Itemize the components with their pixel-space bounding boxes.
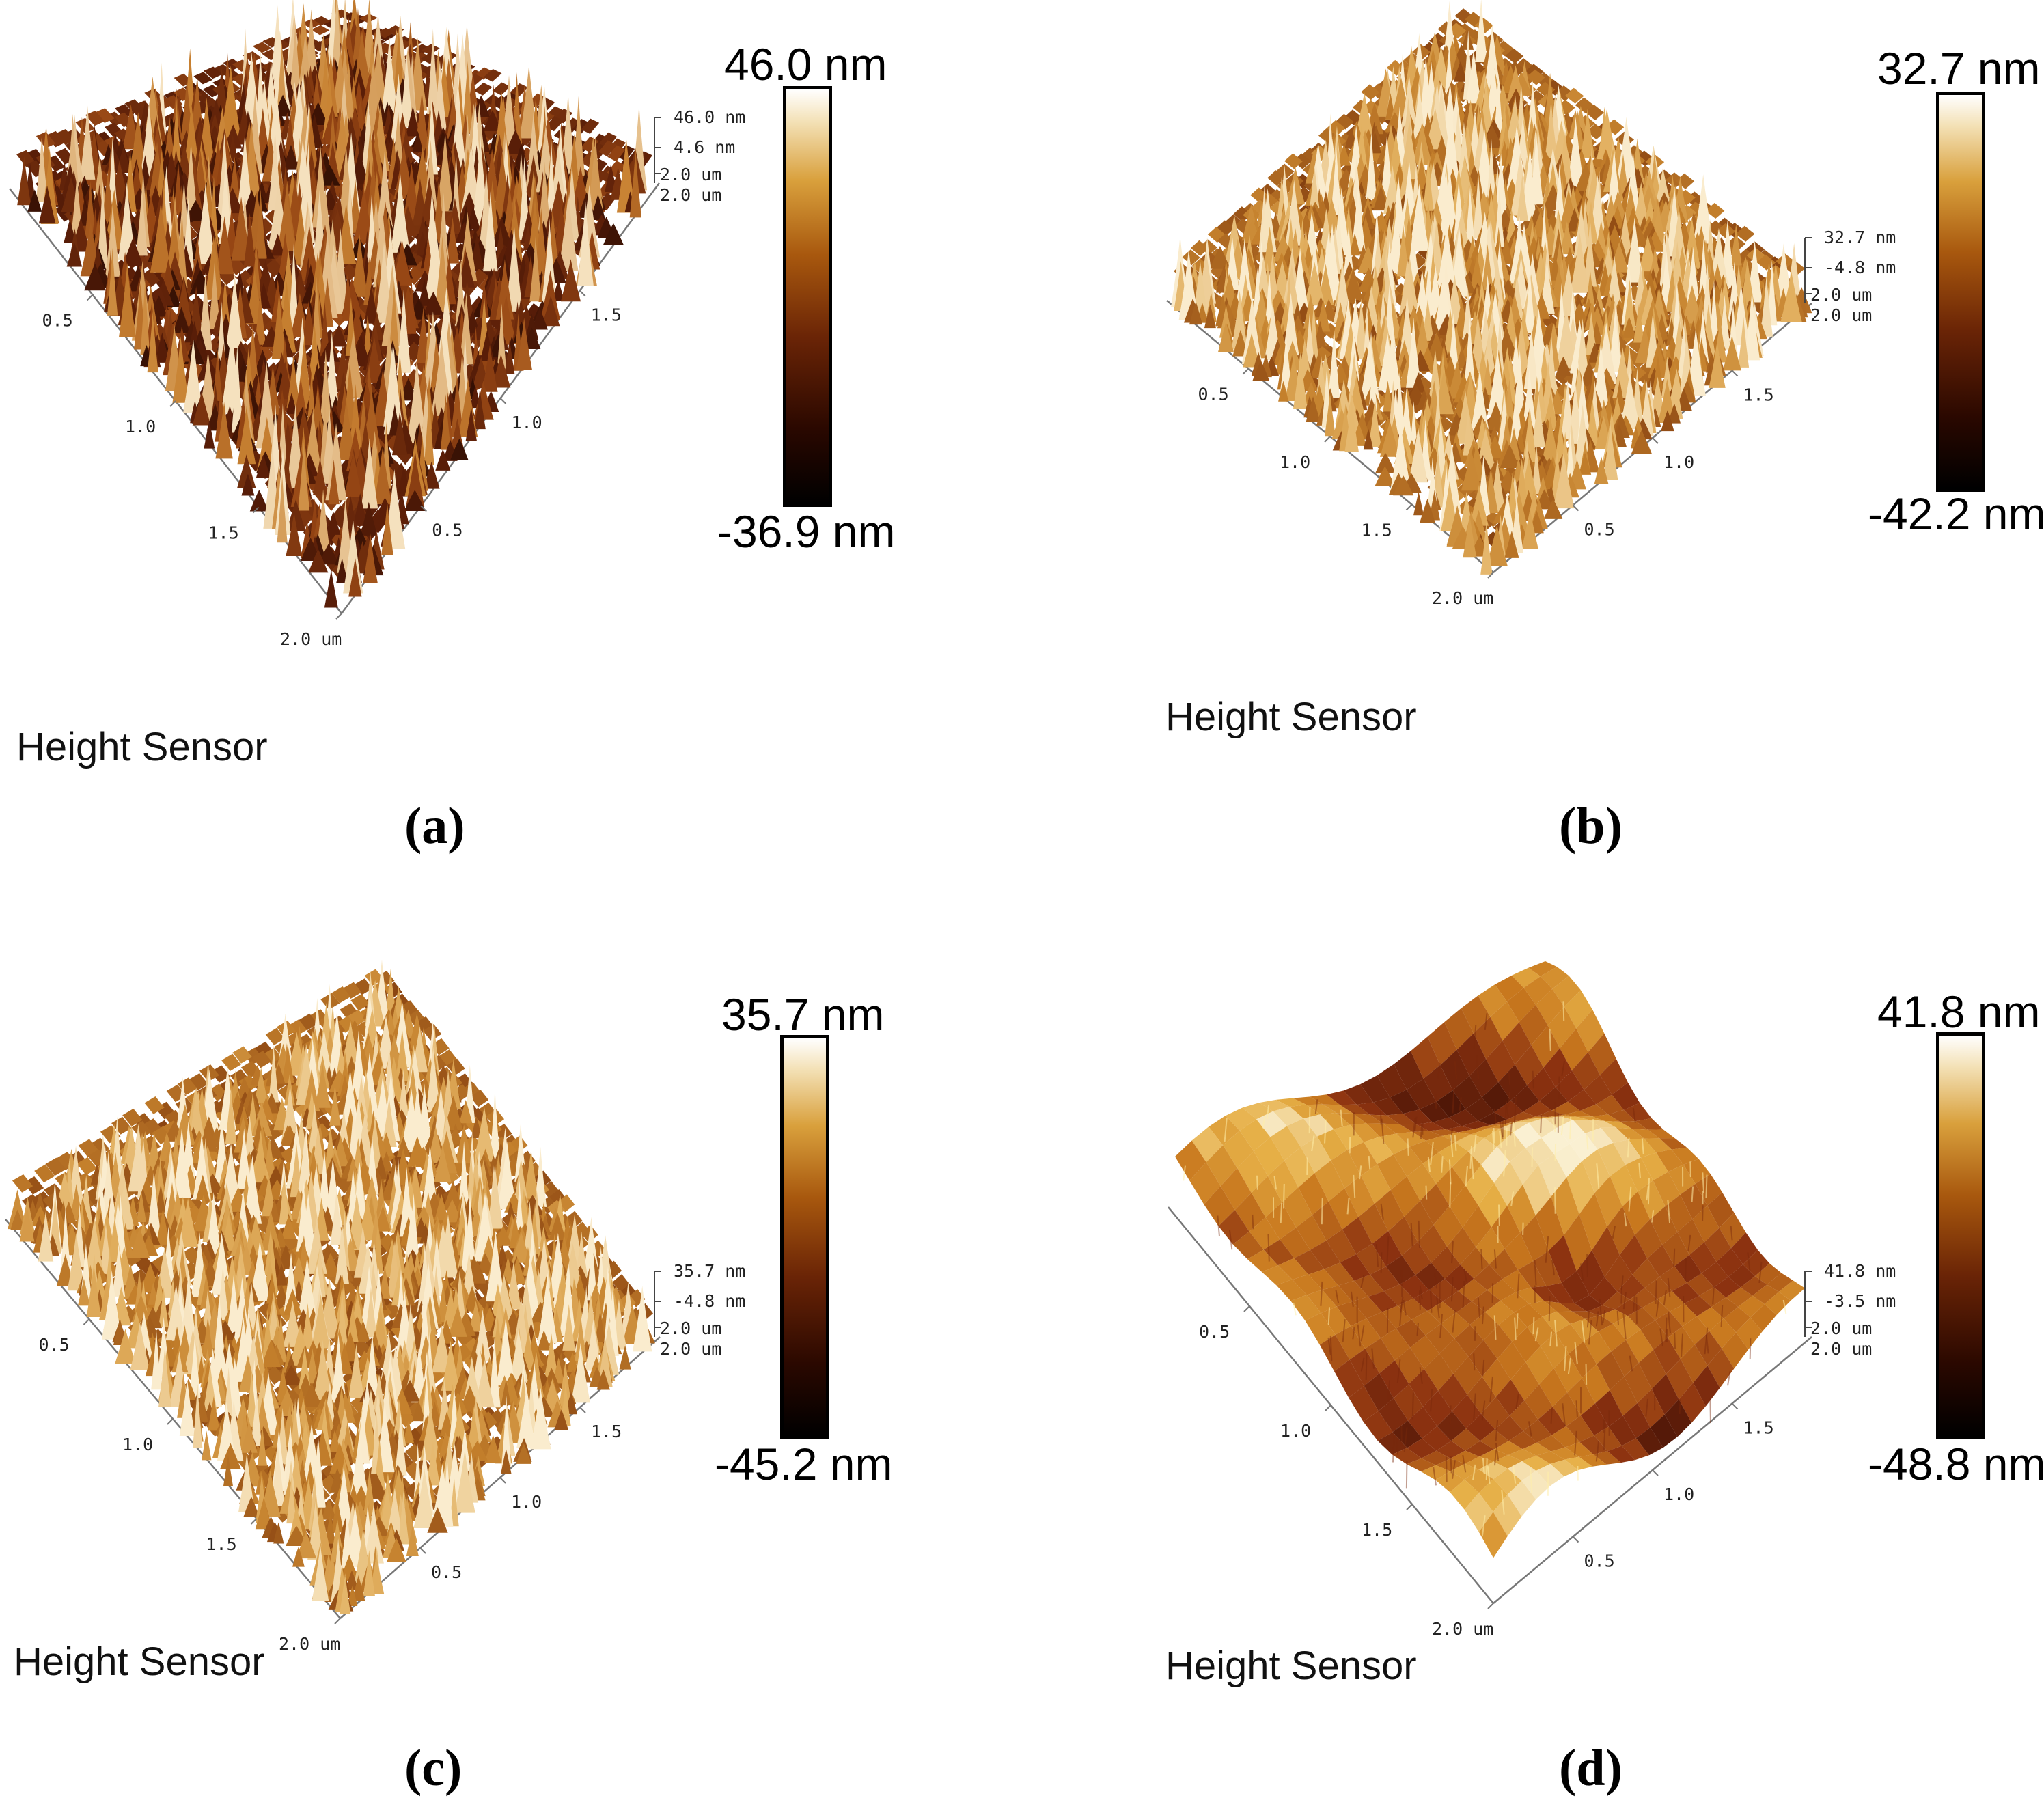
y-tick-label: 1.0	[511, 1492, 542, 1512]
y-tick-label: 0.5	[432, 521, 462, 540]
z-axis-mid-label: -3.5 nm	[1824, 1291, 1896, 1311]
colorbar-min-label: -36.9 nm	[717, 506, 895, 557]
axis-end-upper-label: 2.0 um	[1810, 1318, 1872, 1338]
x-tick-label: 2.0 um	[1432, 588, 1493, 608]
axis-end-lower-label: 2.0 um	[1810, 1339, 1872, 1359]
z-axis-scale: 41.8 nm -3.5 nm 2.0 um2.0 um	[1805, 1261, 1896, 1359]
colorbar-min-label: -45.2 nm	[715, 1438, 892, 1490]
channel-label: Height Sensor	[1165, 1643, 1417, 1689]
channel-label: Height Sensor	[1165, 694, 1417, 740]
x-tick-label: 1.0	[122, 1435, 153, 1454]
x-tick-label: 1.0	[1280, 452, 1310, 472]
x-tick-label: 1.0	[125, 417, 156, 437]
axis-end-upper-label: 2.0 um	[660, 1318, 721, 1338]
x-tick-label: 1.5	[1362, 521, 1392, 540]
y-tick-label: 1.0	[1663, 1484, 1694, 1504]
colorbar-max-label: 35.7 nm	[721, 988, 884, 1040]
colorbar-gradient	[780, 1035, 829, 1439]
y-tick-label: 1.0	[1663, 452, 1694, 472]
y-tick-label: 0.5	[431, 1562, 462, 1582]
z-axis-top-label: 46.0 nm	[674, 107, 745, 127]
x-tick-label: 2.0 um	[279, 1634, 340, 1654]
x-tick-label: 0.5	[1199, 1322, 1230, 1342]
x-tick-label: 1.0	[1280, 1421, 1311, 1441]
y-tick-label: 1.5	[1743, 1418, 1774, 1438]
z-axis-top-label: 41.8 nm	[1824, 1261, 1896, 1281]
z-axis-top-label: 32.7 nm	[1824, 227, 1896, 247]
y-tick-label: 0.5	[1584, 520, 1615, 540]
colorbar-gradient	[1936, 1032, 1985, 1439]
x-tick-label: 0.5	[42, 311, 73, 331]
axis-end-upper-label: 2.0 um	[660, 165, 721, 184]
axis-end-lower-label: 2.0 um	[660, 185, 721, 205]
axis-end-upper-label: 2.0 um	[1810, 285, 1872, 305]
colorbar-min-label: -48.8 nm	[1868, 1438, 2044, 1490]
z-axis-mid-label: -4.8 nm	[674, 1291, 745, 1311]
channel-label: Height Sensor	[14, 1639, 265, 1685]
x-tick-label: 0.5	[39, 1335, 70, 1355]
y-tick-label: 1.5	[1743, 385, 1774, 405]
z-axis-scale: 32.7 nm -4.8 nm 2.0 um2.0 um	[1805, 227, 1896, 325]
y-tick-label: 1.0	[512, 413, 542, 432]
panel-label: (a)	[404, 797, 465, 856]
y-tick-label: 1.5	[591, 1422, 622, 1441]
z-axis-top-label: 35.7 nm	[674, 1261, 745, 1281]
colorbar-max-label: 46.0 nm	[724, 38, 887, 90]
x-tick-label: 2.0 um	[280, 629, 342, 649]
surface-peaks	[1171, 0, 1812, 575]
x-tick-label: 0.5	[1198, 385, 1229, 404]
x-tick-label: 1.5	[206, 1534, 237, 1554]
z-axis-mid-label: -4.8 nm	[1824, 258, 1896, 277]
panel-label: (d)	[1559, 1739, 1622, 1798]
x-tick-label: 1.5	[208, 523, 239, 543]
afm-3d-surface-b: 32.7 nm-4.8 nm2.0 um2.0 um0.51.01.52.0 u…	[1022, 0, 2044, 894]
z-axis-scale: 35.7 nm -4.8 nm 2.0 um2.0 um	[654, 1261, 745, 1359]
z-axis-mid-label: 4.6 nm	[674, 137, 735, 157]
y-tick-label: 1.5	[591, 305, 622, 325]
axis-end-lower-label: 2.0 um	[1810, 305, 1872, 325]
colorbar-gradient	[783, 86, 832, 507]
panel-label: (c)	[404, 1739, 462, 1798]
colorbar-min-label: -42.2 nm	[1868, 488, 2044, 540]
surface-peaks	[17, 0, 647, 607]
colorbar-max-label: 41.8 nm	[1877, 986, 2040, 1038]
axis-end-lower-label: 2.0 um	[660, 1339, 721, 1359]
channel-label: Height Sensor	[16, 724, 268, 770]
z-axis-scale: 46.0 nm 4.6 nm 2.0 um2.0 um	[654, 107, 745, 205]
x-tick-label: 1.5	[1362, 1520, 1392, 1540]
colorbar-gradient	[1936, 92, 1985, 492]
y-tick-label: 0.5	[1584, 1551, 1615, 1571]
colorbar-max-label: 32.7 nm	[1877, 42, 2040, 94]
panel-label: (b)	[1559, 797, 1622, 856]
x-tick-label: 2.0 um	[1432, 1619, 1493, 1639]
